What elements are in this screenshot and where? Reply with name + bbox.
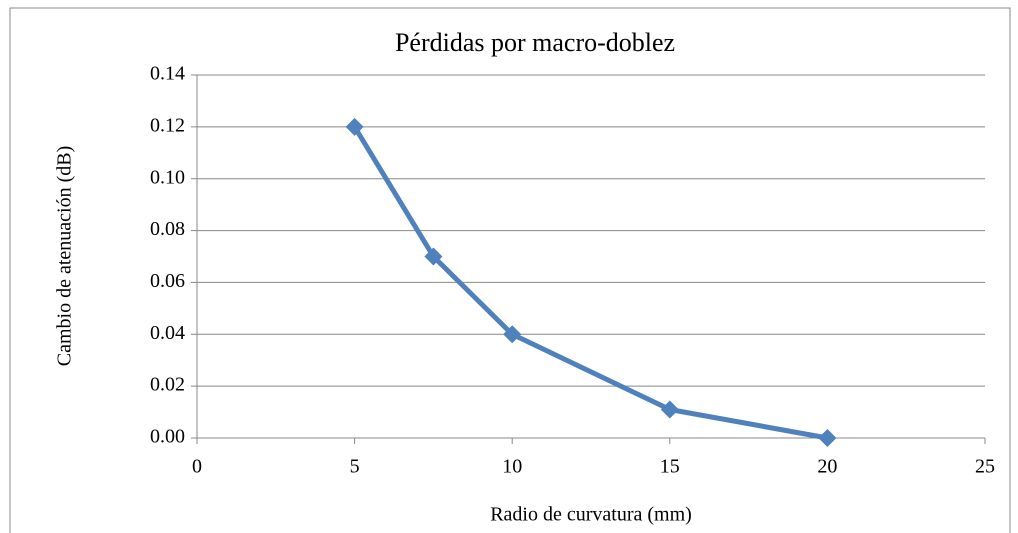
x-axis-label: Radio de curvatura (mm)	[490, 504, 692, 526]
x-tick-label: 25	[975, 456, 995, 478]
y-axis-label: Cambio de atenuación (dB)	[54, 146, 76, 367]
y-tick-label: 0.00	[150, 426, 185, 448]
x-tick-label: 10	[502, 456, 522, 478]
x-tick-label: 5	[350, 456, 360, 478]
x-tick-label: 0	[192, 456, 202, 478]
chart-border	[9, 7, 1011, 533]
chart-title: Pérdidas por macro-doblez	[395, 28, 675, 57]
point-marker	[424, 247, 443, 266]
y-tick-label: 0.06	[150, 270, 185, 292]
y-tick-label: 0.14	[150, 63, 185, 85]
y-tick-label: 0.04	[150, 322, 185, 344]
y-tick-label: 0.08	[150, 218, 185, 240]
x-tick-label: 15	[660, 456, 680, 478]
x-tick-label: 20	[817, 456, 837, 478]
point-marker	[503, 325, 522, 344]
y-tick-label: 0.02	[150, 374, 185, 396]
y-tick-label: 0.10	[150, 166, 185, 188]
point-marker	[660, 400, 679, 419]
point-marker	[818, 429, 837, 447]
y-tick-label: 0.12	[150, 114, 185, 136]
point-marker	[345, 117, 364, 136]
